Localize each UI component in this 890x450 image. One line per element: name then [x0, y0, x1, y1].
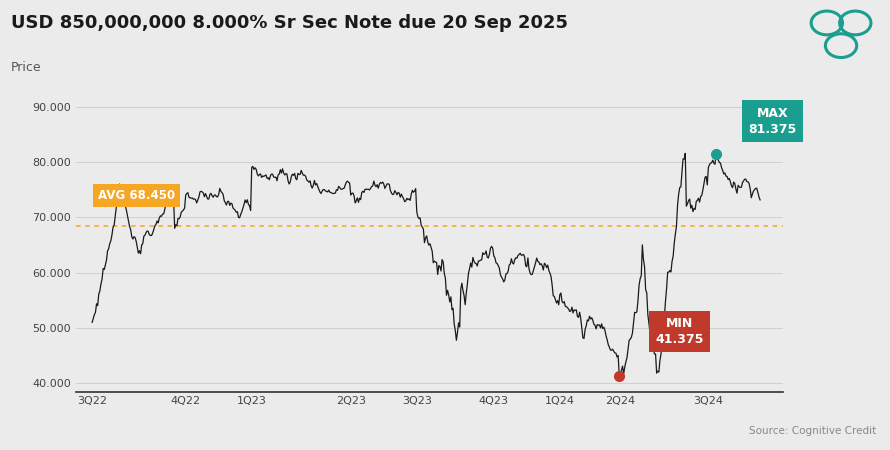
Text: USD 850,000,000 8.000% Sr Sec Note due 20 Sep 2025: USD 850,000,000 8.000% Sr Sec Note due 2… [11, 14, 568, 32]
Text: Price: Price [11, 61, 41, 74]
Text: MAX
81.375: MAX 81.375 [748, 107, 797, 135]
Text: AVG 68.450: AVG 68.450 [98, 189, 174, 202]
Text: Source: Cognitive Credit: Source: Cognitive Credit [749, 427, 877, 436]
Text: MIN
41.375: MIN 41.375 [656, 317, 704, 346]
